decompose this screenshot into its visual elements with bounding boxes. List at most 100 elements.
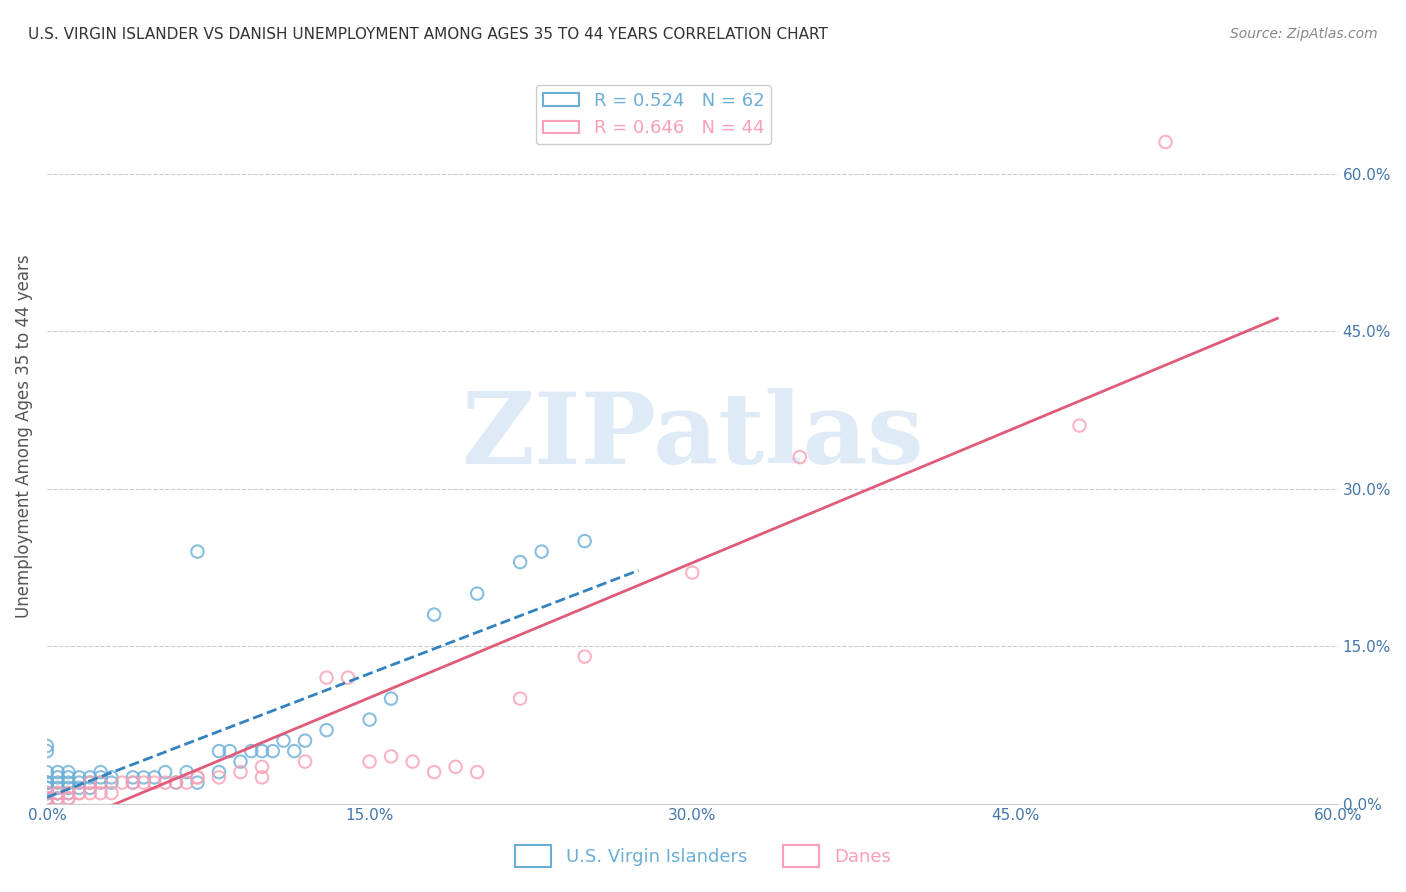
Point xyxy=(90,775,112,789)
Point xyxy=(100,770,122,784)
Point xyxy=(35,786,58,800)
Point xyxy=(186,770,208,784)
Point xyxy=(262,744,284,758)
Point xyxy=(67,770,90,784)
Point xyxy=(315,723,337,738)
Point xyxy=(100,786,122,800)
Point xyxy=(122,770,145,784)
Point xyxy=(165,775,187,789)
Point xyxy=(155,765,177,780)
Point xyxy=(35,797,58,811)
Point xyxy=(90,770,112,784)
Point xyxy=(58,791,80,805)
Point xyxy=(509,691,531,706)
Point xyxy=(67,780,90,795)
Point xyxy=(186,770,208,784)
Point xyxy=(58,765,80,780)
Point xyxy=(122,775,145,789)
Point xyxy=(90,775,112,789)
Point xyxy=(35,791,58,805)
Point xyxy=(574,534,596,549)
Point xyxy=(337,671,360,685)
Point xyxy=(444,760,467,774)
Point xyxy=(509,555,531,569)
Point xyxy=(35,780,58,795)
Point xyxy=(380,749,402,764)
Point xyxy=(46,780,69,795)
Point xyxy=(58,786,80,800)
Point xyxy=(273,733,295,747)
Point xyxy=(79,786,101,800)
Point xyxy=(58,770,80,784)
Point xyxy=(283,744,305,758)
Point xyxy=(1154,135,1177,149)
Point xyxy=(250,744,273,758)
Point xyxy=(46,786,69,800)
Point xyxy=(46,791,69,805)
Point xyxy=(218,744,240,758)
Point xyxy=(250,760,273,774)
Point xyxy=(67,775,90,789)
Point xyxy=(294,755,316,769)
Point xyxy=(789,450,811,464)
Point xyxy=(315,671,337,685)
Point xyxy=(574,649,596,664)
Point xyxy=(100,775,122,789)
Point xyxy=(143,775,166,789)
Point xyxy=(465,586,488,600)
Point xyxy=(46,765,69,780)
Point xyxy=(208,770,231,784)
Point xyxy=(79,770,101,784)
Point xyxy=(132,775,155,789)
Point xyxy=(176,775,198,789)
Legend: U.S. Virgin Islanders, Danes: U.S. Virgin Islanders, Danes xyxy=(508,838,898,874)
Point xyxy=(132,770,155,784)
Point xyxy=(35,780,58,795)
Point xyxy=(46,786,69,800)
Point xyxy=(79,780,101,795)
Point xyxy=(79,775,101,789)
Point xyxy=(359,713,381,727)
Point xyxy=(58,775,80,789)
Point xyxy=(35,739,58,753)
Point xyxy=(208,765,231,780)
Point xyxy=(90,765,112,780)
Point xyxy=(423,765,446,780)
Point xyxy=(90,786,112,800)
Point xyxy=(294,733,316,747)
Point xyxy=(35,791,58,805)
Point xyxy=(58,791,80,805)
Text: ZIPatlas: ZIPatlas xyxy=(461,387,924,484)
Point xyxy=(208,744,231,758)
Point xyxy=(240,744,263,758)
Point xyxy=(46,775,69,789)
Point xyxy=(143,770,166,784)
Point xyxy=(35,775,58,789)
Point xyxy=(122,775,145,789)
Point xyxy=(46,786,69,800)
Point xyxy=(46,791,69,805)
Point xyxy=(250,770,273,784)
Point xyxy=(229,755,252,769)
Point xyxy=(186,775,208,789)
Point xyxy=(79,775,101,789)
Point xyxy=(229,765,252,780)
Point xyxy=(359,755,381,769)
Text: U.S. VIRGIN ISLANDER VS DANISH UNEMPLOYMENT AMONG AGES 35 TO 44 YEARS CORRELATIO: U.S. VIRGIN ISLANDER VS DANISH UNEMPLOYM… xyxy=(28,27,828,42)
Point xyxy=(58,786,80,800)
Point xyxy=(67,786,90,800)
Text: Source: ZipAtlas.com: Source: ZipAtlas.com xyxy=(1230,27,1378,41)
Point xyxy=(401,755,423,769)
Point xyxy=(1069,418,1091,433)
Point xyxy=(35,791,58,805)
Point xyxy=(176,765,198,780)
Point xyxy=(46,770,69,784)
Point xyxy=(380,691,402,706)
Point xyxy=(111,775,134,789)
Point xyxy=(465,765,488,780)
Point xyxy=(423,607,446,622)
Point xyxy=(35,775,58,789)
Point xyxy=(530,544,553,558)
Point xyxy=(35,775,58,789)
Point xyxy=(35,765,58,780)
